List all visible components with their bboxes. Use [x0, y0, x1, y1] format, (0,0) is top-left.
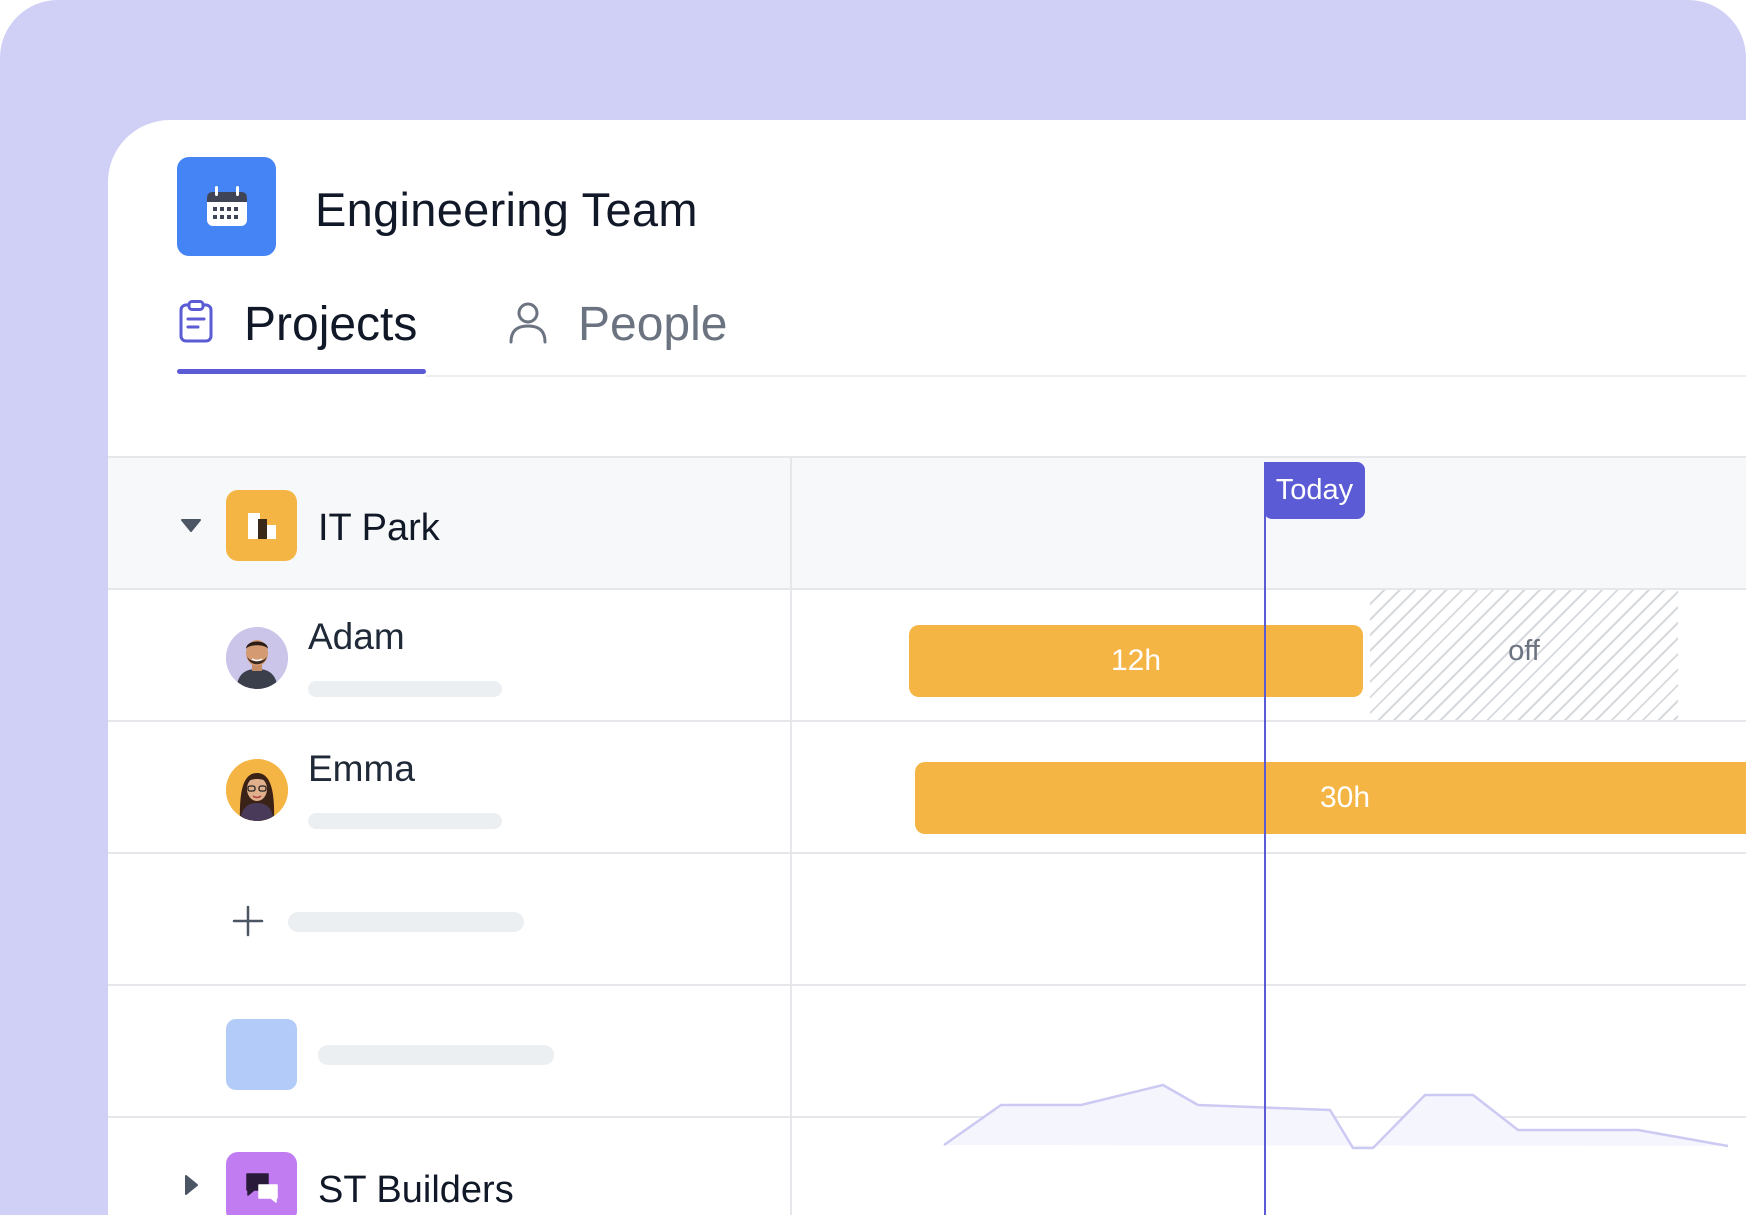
time-off-block [1370, 590, 1678, 720]
allocation-label: 12h [1110, 644, 1162, 677]
capacity-chart [943, 1083, 1729, 1150]
active-tab-indicator [177, 369, 426, 374]
tab-people[interactable]: People [508, 294, 727, 354]
person-name: Emma [308, 748, 415, 789]
row-divider [108, 984, 1746, 986]
clipboard-icon [178, 299, 214, 349]
building-icon [226, 490, 297, 561]
avatar-adam [226, 627, 288, 689]
placeholder-bar [308, 813, 502, 829]
tab-projects-label: Projects [244, 297, 418, 351]
row-divider [108, 588, 1746, 590]
tabs-divider [426, 375, 1746, 377]
row-divider [108, 1116, 1746, 1118]
allocation-bar[interactable]: 30h [915, 762, 1746, 834]
team-title: Engineering Team [315, 183, 698, 236]
time-off-label: off [1508, 635, 1540, 667]
plus-icon[interactable] [232, 905, 264, 942]
app-window: Engineering Team Projects People [108, 120, 1746, 1215]
user-icon [508, 300, 548, 349]
allocation-bar[interactable]: 12h [909, 625, 1363, 697]
add-member-placeholder[interactable] [288, 912, 524, 932]
tab-people-label: People [578, 297, 728, 351]
caret-right-icon[interactable] [185, 1175, 199, 1200]
today-line [1264, 495, 1266, 1215]
row-divider [108, 720, 1746, 722]
avatar-emma [226, 759, 288, 821]
calendar-icon [177, 157, 276, 256]
project-name: ST Builders [318, 1169, 514, 1211]
today-badge: Today [1264, 462, 1365, 519]
color-swatch [226, 1019, 297, 1090]
project-group-row-it-park[interactable] [108, 458, 1746, 588]
project-name: IT Park [318, 507, 440, 549]
tab-projects[interactable]: Projects [178, 294, 417, 354]
allocation-label: 30h [1319, 781, 1371, 814]
today-label: Today [1275, 474, 1354, 506]
caret-down-icon[interactable] [181, 519, 201, 538]
placeholder-bar [308, 681, 502, 697]
person-name: Adam [308, 616, 405, 657]
row-divider [108, 852, 1746, 854]
chat-icon [226, 1152, 297, 1215]
row-divider [108, 456, 1746, 458]
placeholder-bar [318, 1045, 554, 1065]
column-divider [790, 456, 792, 1215]
